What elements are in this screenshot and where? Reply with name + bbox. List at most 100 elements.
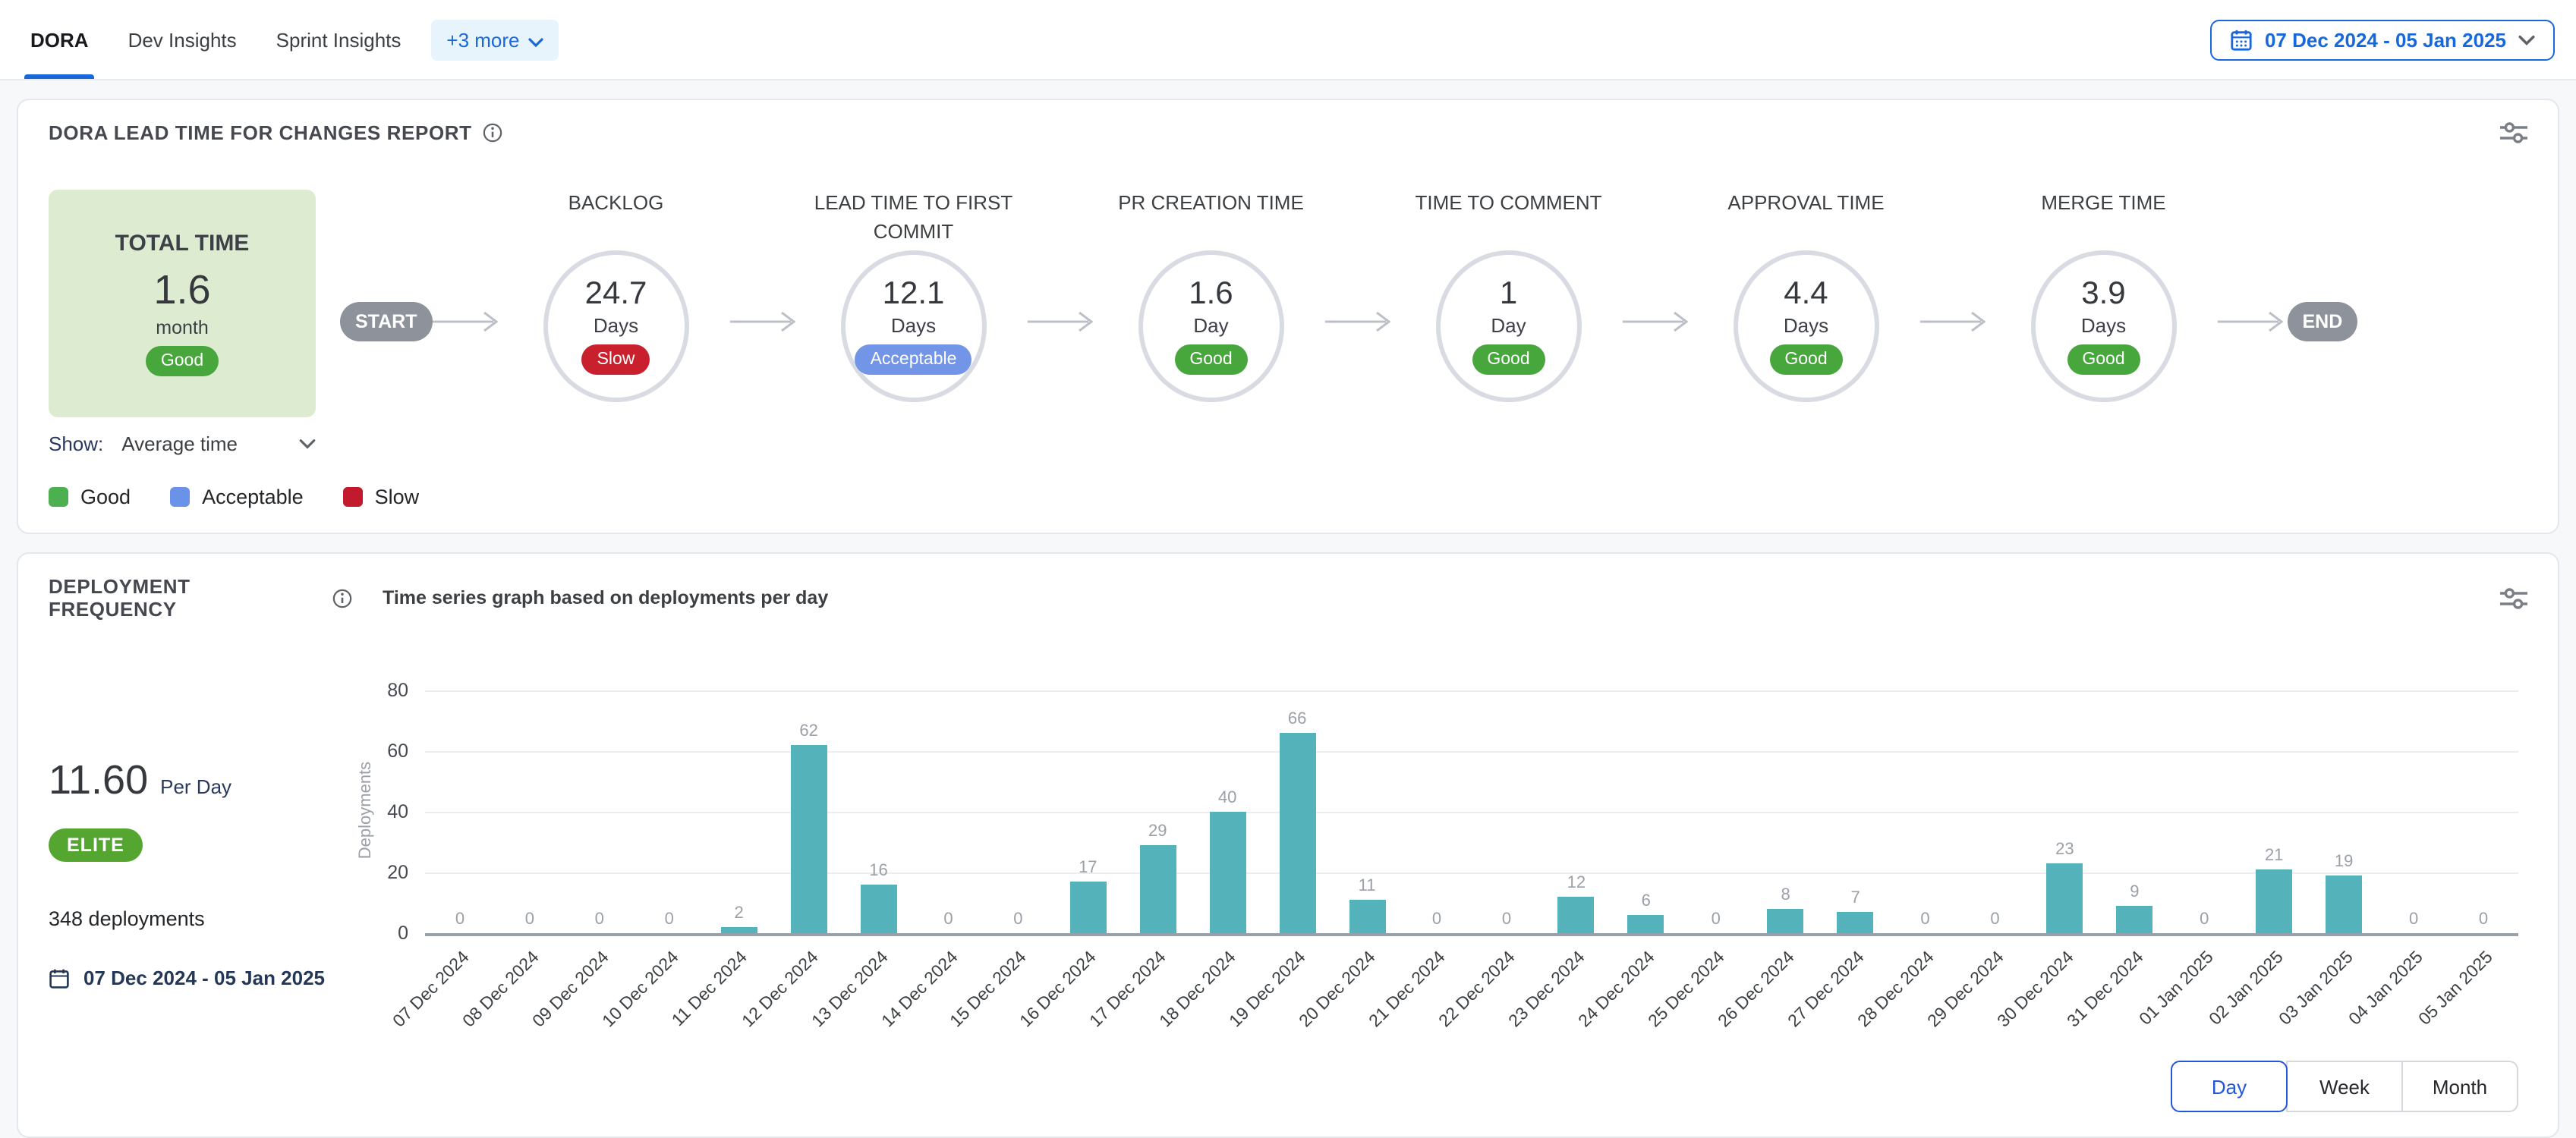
deployment-bar[interactable] — [860, 885, 897, 933]
legend-label: Slow — [374, 486, 420, 508]
deployment-bar[interactable] — [1349, 900, 1386, 933]
gridline — [425, 690, 2518, 692]
bar-value-label: 0 — [1990, 910, 2000, 929]
bar-value-label: 0 — [594, 910, 604, 929]
rate-value: 11.60 — [49, 757, 149, 803]
status-badge: Good — [2067, 344, 2140, 376]
arrow-right-icon — [1622, 310, 1693, 334]
bar-slot: 6 — [1611, 690, 1681, 933]
bar-value-label: 16 — [869, 862, 888, 880]
pipeline-flow: START BACKLOG 24.7 Days Slow LEAD T — [340, 190, 2358, 402]
stage-circle: 24.7 Days Slow — [543, 250, 689, 402]
deployment-bar[interactable] — [1557, 897, 1595, 933]
bar-slot: 0 — [1402, 690, 1472, 933]
bar-value-label: 19 — [2334, 853, 2354, 871]
tab-dev-insights[interactable]: Dev Insights — [128, 28, 237, 51]
gridline — [425, 812, 2518, 813]
stage-lead-time-to-first-commit: LEAD TIME TO FIRST COMMIT 12.1 Days Acce… — [800, 190, 1028, 402]
bar-value-label: 40 — [1217, 789, 1237, 807]
info-icon[interactable] — [332, 588, 352, 608]
deployment-bar[interactable] — [1279, 733, 1316, 933]
more-tabs-dropdown[interactable]: +3 more — [431, 19, 559, 60]
status-badge: Good — [1472, 344, 1545, 376]
stage-name: APPROVAL TIME — [1727, 191, 1885, 214]
stage-unit: Day — [1193, 313, 1229, 337]
stage-name: MERGE TIME — [2041, 191, 2166, 214]
deployment-bar[interactable] — [2046, 863, 2083, 933]
chevron-down-icon — [2518, 34, 2535, 45]
deployment-bar[interactable] — [1209, 812, 1246, 933]
gridline — [425, 751, 2518, 753]
deployment-bar[interactable] — [720, 927, 757, 933]
start-node: START — [340, 302, 433, 341]
deployment-bar[interactable] — [1767, 909, 1804, 933]
bar-value-label: 21 — [2264, 847, 2284, 865]
bar-value-label: 23 — [2055, 841, 2074, 859]
legend-label: Acceptable — [202, 486, 304, 508]
tab-dora[interactable]: DORA — [21, 0, 98, 79]
x-axis-labels: 07 Dec 2024 08 Dec 2024 09 Dec 2024 10 Dec … — [390, 936, 2518, 1061]
info-icon[interactable] — [483, 123, 502, 143]
bar-slot: 11 — [1332, 690, 1402, 933]
x-axis-label: 02 Jan 2025 — [2206, 948, 2288, 1030]
x-axis-label: 03 Jan 2025 — [2275, 948, 2357, 1030]
deployment-bar[interactable] — [2116, 906, 2153, 933]
bar-slot: 8 — [1751, 690, 1821, 933]
deployment-bar[interactable] — [1139, 845, 1176, 933]
stage-value: 3.9 — [2081, 275, 2126, 311]
granularity-toggle: Day Week Month — [425, 1061, 2518, 1112]
status-badge: Acceptable — [855, 344, 972, 376]
bar-slot: 0 — [2379, 690, 2448, 933]
stage-circle: 4.4 Days Good — [1733, 250, 1879, 402]
show-metric-dropdown[interactable]: Show: Average time — [49, 432, 316, 455]
arrow-right-icon — [1324, 310, 1395, 334]
stage-backlog: BACKLOG 24.7 Days Slow — [502, 190, 730, 402]
deployment-bar[interactable] — [2326, 876, 2363, 933]
y-tick-label: 40 — [387, 801, 408, 822]
deployment-bar[interactable] — [1627, 915, 1664, 933]
status-badge: Good — [1174, 344, 1248, 376]
bar-slot: 29 — [1123, 690, 1192, 933]
show-label: Show: — [49, 432, 104, 455]
total-time-label: TOTAL TIME — [115, 230, 250, 256]
more-tabs-label: +3 more — [446, 28, 520, 51]
bar-slot: 0 — [1681, 690, 1751, 933]
legend-item-acceptable: Acceptable — [170, 486, 304, 508]
bar-slot: 7 — [1821, 690, 1891, 933]
bar-slot: 0 — [914, 690, 984, 933]
stage-value: 4.4 — [1784, 275, 1828, 311]
date-range-picker[interactable]: 07 Dec 2024 - 05 Jan 2025 — [2209, 19, 2555, 60]
bar-value-label: 0 — [664, 910, 674, 929]
bar-value-label: 0 — [1711, 910, 1721, 929]
tier-badge: ELITE — [49, 828, 143, 862]
total-time-value: 1.6 — [153, 266, 211, 313]
deployment-bar[interactable] — [2256, 869, 2293, 933]
bar-value-label: 9 — [2130, 883, 2140, 901]
y-tick-label: 80 — [387, 680, 408, 701]
granularity-day-button[interactable]: Day — [2171, 1061, 2288, 1112]
granularity-month-button[interactable]: Month — [2401, 1061, 2518, 1112]
bar-slot: 9 — [2099, 690, 2169, 933]
legend-swatch — [170, 487, 191, 507]
sliders-icon[interactable] — [2500, 121, 2527, 144]
granularity-week-button[interactable]: Week — [2286, 1061, 2403, 1112]
bar-slot: 0 — [1891, 690, 1960, 933]
chevron-down-icon — [299, 439, 316, 449]
bar-value-label: 0 — [1501, 910, 1512, 929]
legend-label: Good — [80, 486, 131, 508]
deployment-date-range: 07 Dec 2024 - 05 Jan 2025 — [49, 967, 352, 989]
tab-bar: DORA Dev Insights Sprint Insights +3 mor… — [0, 0, 2576, 80]
deployment-frequency-card: DEPLOYMENT FREQUENCY Time series graph b… — [17, 552, 2559, 1138]
bar-slot: 0 — [1472, 690, 1542, 933]
x-axis-label: 04 Jan 2025 — [2345, 948, 2427, 1030]
bar-value-label: 12 — [1567, 874, 1586, 892]
deployment-bar[interactable] — [790, 745, 827, 933]
deployment-stats: 11.60 Per Day ELITE 348 deployments 07 D… — [49, 621, 352, 1112]
deployment-bar[interactable] — [1069, 882, 1107, 933]
deployment-bar[interactable] — [1837, 912, 1874, 933]
bar-slot: 0 — [495, 690, 565, 933]
y-tick-label: 0 — [398, 923, 408, 944]
sliders-icon[interactable] — [2500, 586, 2527, 609]
legend-swatch — [342, 487, 363, 507]
tab-sprint-insights[interactable]: Sprint Insights — [276, 28, 402, 51]
